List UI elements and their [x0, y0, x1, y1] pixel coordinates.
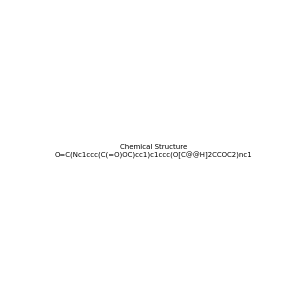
Text: Chemical Structure
O=C(Nc1ccc(C(=O)OC)cc1)c1ccc(O[C@@H]2CCOC2)nc1: Chemical Structure O=C(Nc1ccc(C(=O)OC)cc… [55, 144, 253, 159]
